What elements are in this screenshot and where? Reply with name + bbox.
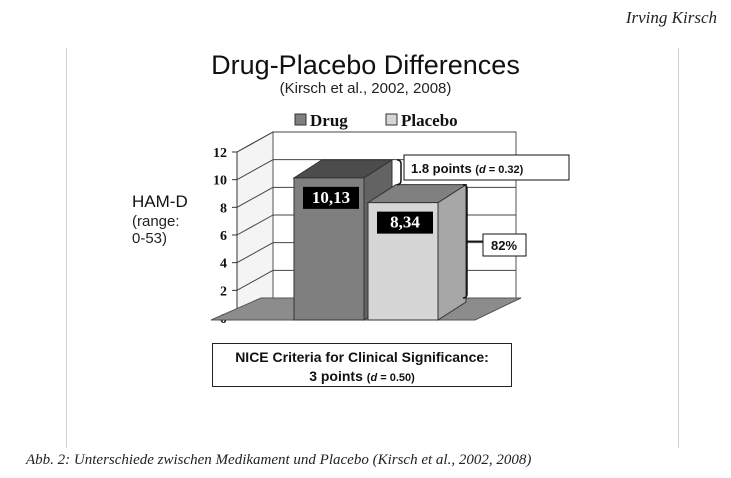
gridline-side xyxy=(236,214,274,236)
nice-effect-size: (d = 0.50) xyxy=(366,372,415,384)
chart-title: Drug-Placebo Differences xyxy=(211,50,520,80)
page-rule-left xyxy=(66,48,67,448)
y-axis-range-label-2: 0-53) xyxy=(132,230,168,247)
difference-d-value: = 0.32) xyxy=(486,164,524,176)
legend-label-drug: Drug xyxy=(310,111,348,130)
nice-points: 3 points xyxy=(309,368,363,384)
data-label-bg xyxy=(303,186,359,209)
y-tick-label: 4 xyxy=(220,257,227,272)
gridline-side xyxy=(236,269,274,291)
gridline-side xyxy=(236,159,274,181)
nice-d-value: = 0.50 xyxy=(380,372,412,384)
nice-line-2: 3 points (d = 0.50) xyxy=(213,367,511,388)
legend-swatch-placebo xyxy=(385,113,398,126)
difference-label: 1.8 points (d = 0.32) xyxy=(411,161,524,176)
y-tick-label: 12 xyxy=(213,146,227,161)
figure-caption: Abb. 2: Unterschiede zwischen Medikament… xyxy=(26,452,532,468)
data-label-drug: 10,13 xyxy=(312,188,350,207)
legend-swatch-drug xyxy=(294,113,307,126)
nice-criteria-box: NICE Criteria for Clinical Significance:… xyxy=(212,343,512,387)
y-tick-label: 10 xyxy=(213,174,227,189)
nice-d-symbol: d xyxy=(370,372,378,384)
difference-bracket xyxy=(396,159,402,186)
author-header: Irving Kirsch xyxy=(625,8,717,27)
gridline-side xyxy=(236,186,274,208)
gridline-side xyxy=(236,242,274,264)
bar-side-placebo xyxy=(437,183,467,321)
gridline-side xyxy=(236,131,274,153)
nice-line-1: NICE Criteria for Clinical Significance: xyxy=(235,349,489,365)
y-tick-label: 6 xyxy=(220,229,227,244)
data-label-bg xyxy=(377,211,433,234)
chart-subtitle: (Kirsch et al., 2002, 2008) xyxy=(279,80,452,97)
difference-box xyxy=(403,154,570,181)
data-label-placebo: 8,34 xyxy=(390,213,420,232)
ratio-label: 82% xyxy=(491,238,517,253)
difference-points: 1.8 points xyxy=(411,161,475,176)
difference-d-symbol: d xyxy=(479,164,486,176)
y-axis-label: HAM-D xyxy=(132,192,188,211)
y-tick-label: 2 xyxy=(220,284,227,299)
ratio-box xyxy=(482,233,527,257)
legend-label-placebo: Placebo xyxy=(401,111,458,130)
y-axis-range-label-1: (range: xyxy=(132,213,180,230)
y-tick-label: 8 xyxy=(220,201,227,216)
page-rule-right xyxy=(678,48,679,448)
